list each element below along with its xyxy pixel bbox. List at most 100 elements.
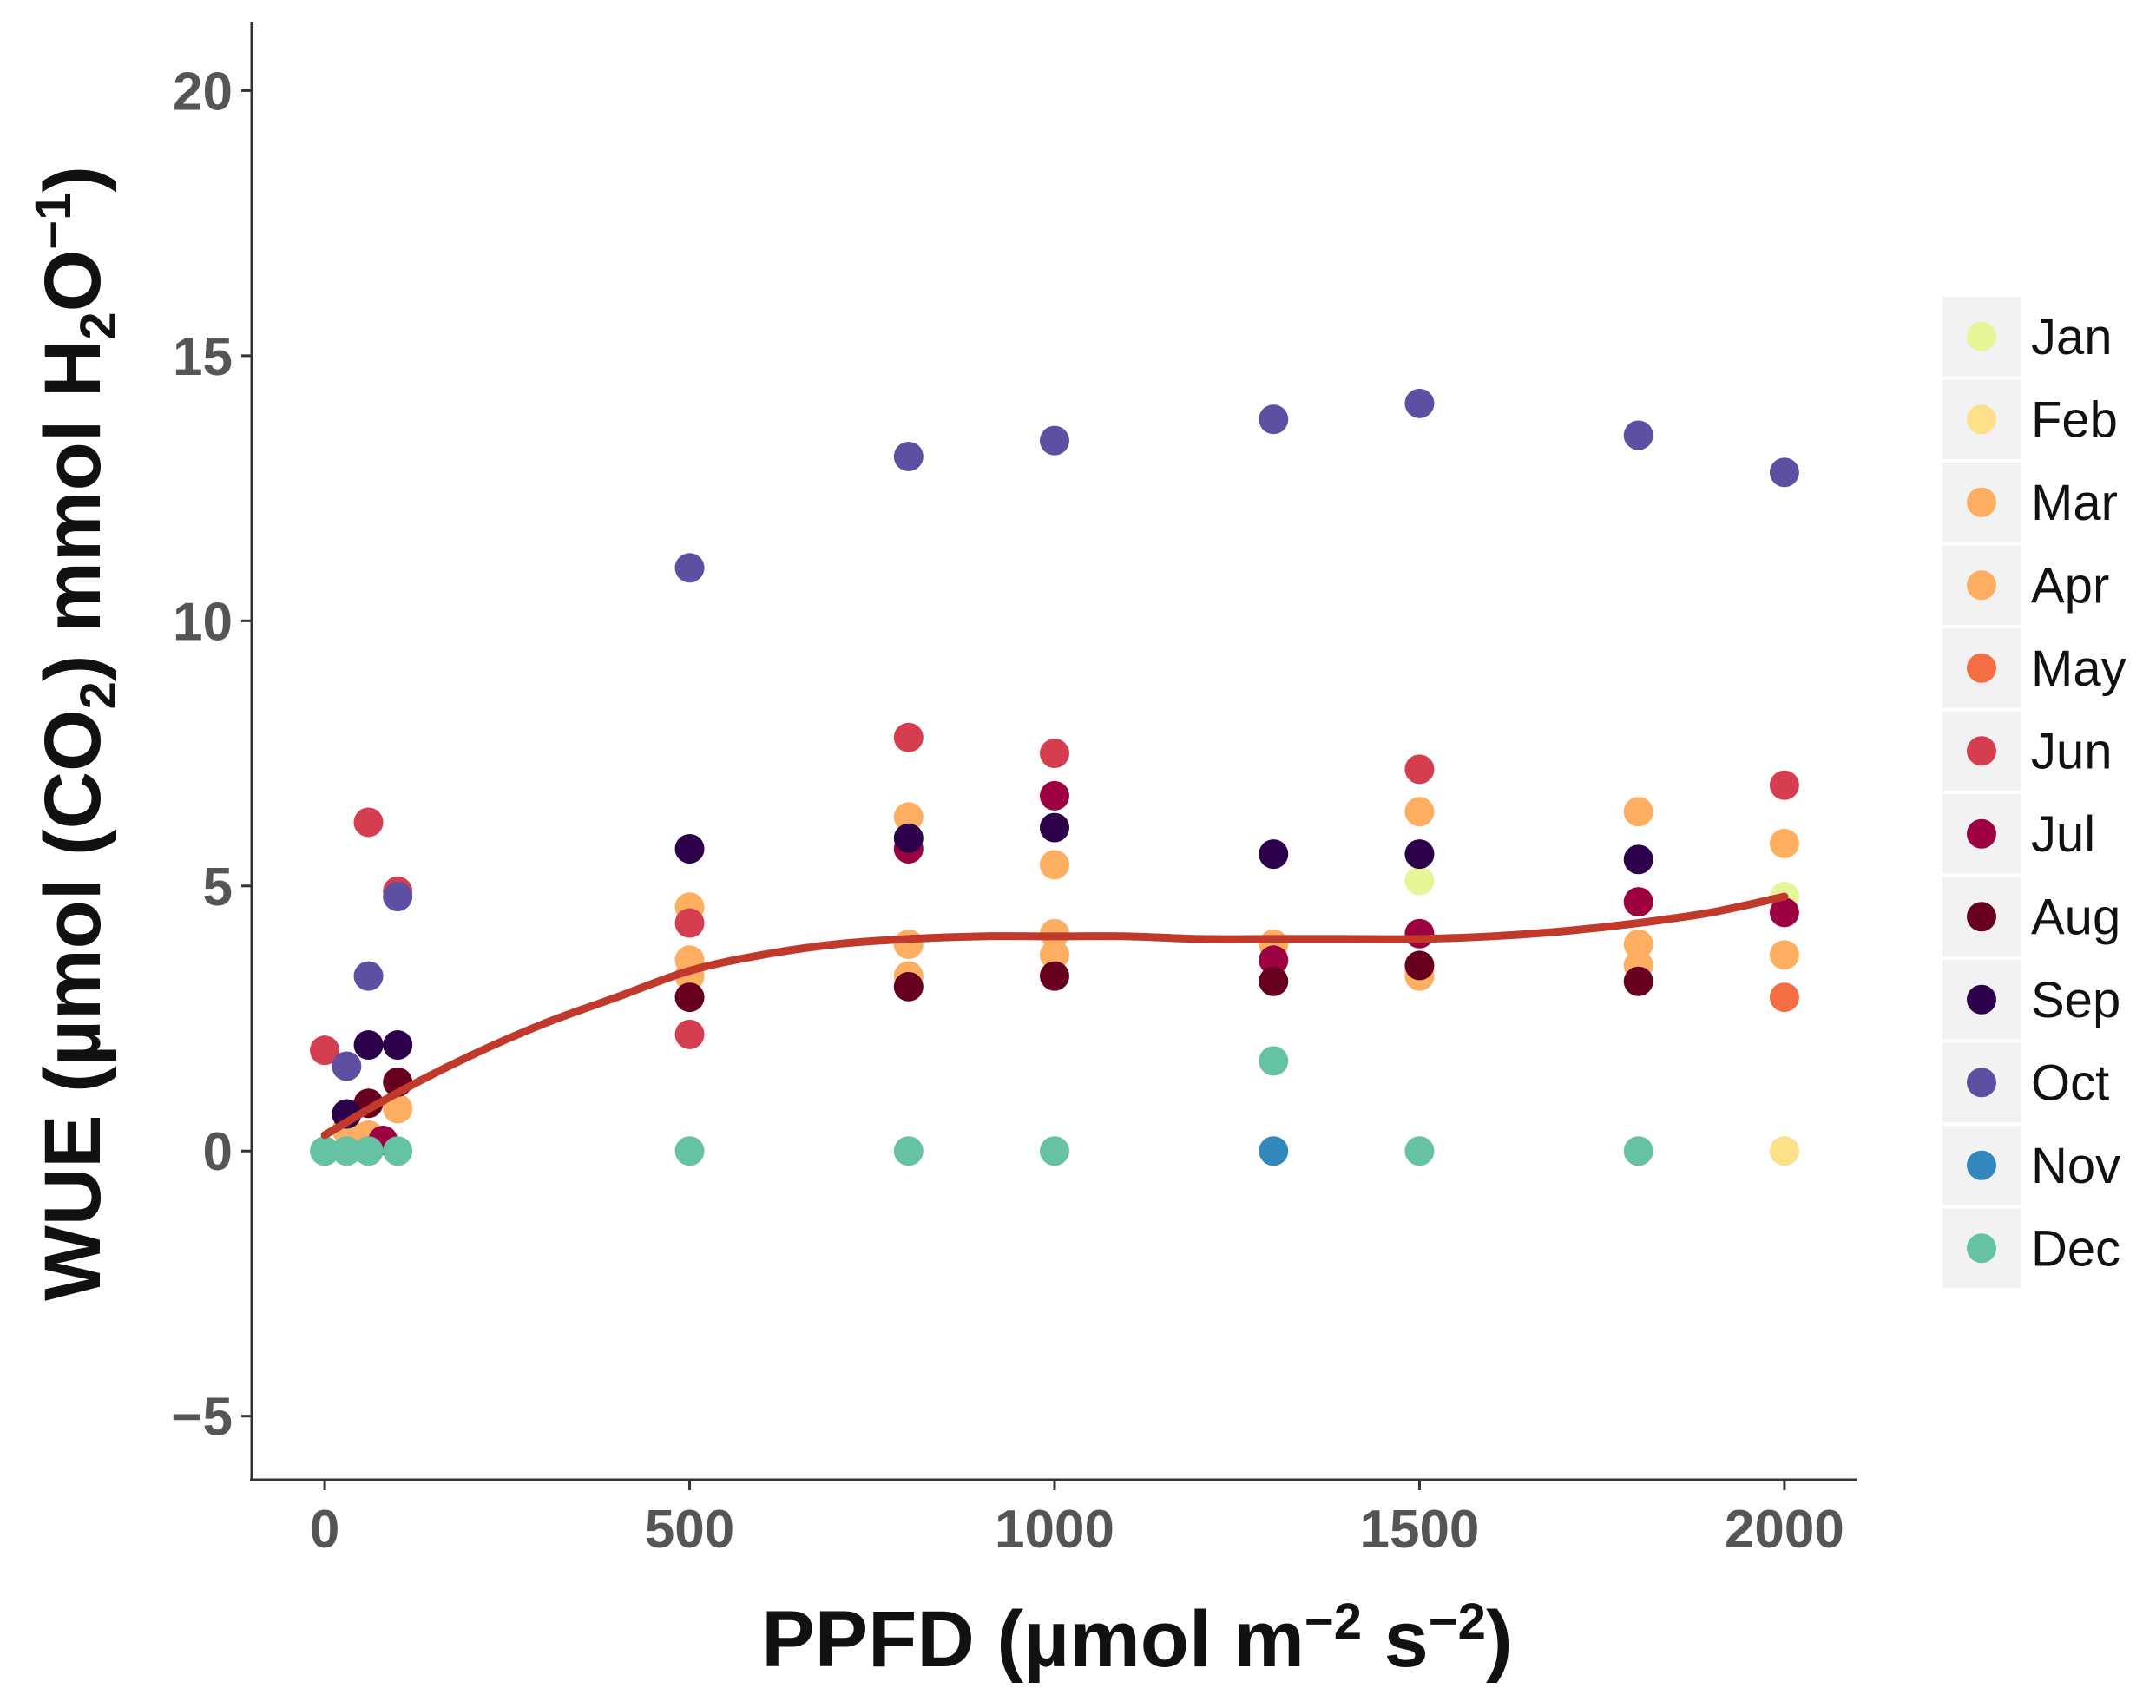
point-mar — [893, 929, 924, 959]
point-aug — [1040, 961, 1069, 991]
point-oct — [1259, 404, 1289, 435]
point-jun — [1404, 754, 1435, 785]
x-tick-label: 1500 — [1359, 1500, 1479, 1560]
point-nov — [1259, 1136, 1289, 1166]
point-oct — [1769, 457, 1799, 488]
point-oct — [674, 553, 705, 583]
point-dec — [674, 1136, 705, 1166]
x-title-main: PPFD (µmol m — [761, 1595, 1305, 1684]
legend-swatch-mar — [1967, 487, 1996, 517]
legend: Jan Feb Mar Apr May Jun Jul Aug Sep Oct Nov Dec — [1942, 297, 2126, 1288]
point-mar — [1769, 828, 1799, 858]
point-mar — [893, 802, 924, 832]
point-apr — [1040, 940, 1069, 970]
legend-label-oct: Oct — [2031, 1054, 2109, 1111]
point-jun — [310, 1035, 340, 1066]
x-tick-label: 500 — [645, 1500, 734, 1560]
point-oct — [332, 1051, 362, 1081]
plot-area — [310, 388, 1799, 1166]
point-jun — [1040, 739, 1069, 769]
y-axis-title: WUE (µmol (CO2) mmol H2O−1) — [25, 166, 127, 1301]
point-aug — [1259, 966, 1289, 996]
point-oct — [893, 441, 924, 471]
legend-swatch-oct — [1967, 1068, 1996, 1098]
legend-label-mar: Mar — [2031, 475, 2118, 531]
point-mar — [1040, 850, 1069, 880]
point-aug — [674, 982, 705, 1013]
y-title-sub1: 2 — [70, 681, 127, 709]
point-dec — [310, 1136, 340, 1166]
point-sep — [353, 1030, 384, 1061]
point-aug — [1623, 966, 1653, 996]
point-feb — [1769, 1136, 1799, 1166]
x-tick-label: 1000 — [995, 1500, 1114, 1560]
legend-label-dec: Dec — [2031, 1220, 2120, 1277]
point-sep — [1404, 839, 1435, 870]
point-jul — [1769, 897, 1799, 928]
x-title-mid: s — [1362, 1595, 1429, 1684]
point-sep — [1259, 839, 1289, 870]
point-jul — [1259, 945, 1289, 976]
point-oct — [1404, 388, 1435, 418]
point-mar — [1623, 929, 1653, 959]
legend-swatch-feb — [1967, 404, 1996, 435]
point-dec — [1040, 1136, 1069, 1166]
point-dec — [353, 1136, 384, 1166]
point-jan — [1404, 865, 1435, 896]
point-oct — [1040, 425, 1069, 456]
y-title-sub2: 2 — [70, 312, 127, 339]
legend-swatch-jan — [1967, 321, 1996, 351]
point-sep — [383, 1030, 413, 1061]
legend-swatch-may — [1967, 653, 1996, 683]
legend-label-aug: Aug — [2031, 889, 2120, 945]
y-tick-label: 20 — [173, 62, 233, 122]
x-tick-label: 0 — [310, 1500, 339, 1560]
point-mar — [1404, 797, 1435, 827]
y-tick-label: 15 — [173, 327, 233, 387]
point-jul — [1404, 918, 1435, 949]
y-tick-label: 0 — [203, 1122, 233, 1182]
point-oct — [1623, 420, 1653, 450]
x-title-sup2: −2 — [1429, 1593, 1486, 1650]
point-jun — [674, 908, 705, 938]
legend-label-jun: Jun — [2031, 723, 2113, 779]
legend-swatch-jun — [1967, 736, 1996, 766]
point-jun — [674, 1019, 705, 1049]
point-jul — [1623, 887, 1653, 917]
y-tick-label: −5 — [171, 1388, 233, 1448]
legend-swatch-nov — [1967, 1150, 1996, 1180]
point-jun — [1769, 770, 1799, 800]
y-title-p1: WUE (µmol (CO — [29, 709, 117, 1301]
y-tick-label: 10 — [173, 592, 233, 652]
point-dec — [893, 1136, 924, 1166]
point-sep — [1040, 812, 1069, 843]
point-dec — [383, 1136, 413, 1166]
y-tick-label: 5 — [203, 857, 233, 917]
fit-line — [320, 892, 1789, 1140]
x-title-sup1: −2 — [1305, 1593, 1362, 1650]
point-dec — [1404, 1136, 1435, 1166]
point-aug — [893, 971, 924, 1002]
point-oct — [383, 882, 413, 911]
legend-label-sep: Sep — [2031, 972, 2120, 1028]
legend-swatch-apr — [1967, 570, 1996, 601]
point-dec — [332, 1136, 362, 1166]
legend-label-nov: Nov — [2031, 1138, 2120, 1194]
point-may — [1769, 982, 1799, 1013]
legend-label-may: May — [2031, 640, 2126, 697]
point-dec — [1623, 1136, 1653, 1166]
legend-swatch-sep — [1967, 984, 1996, 1015]
point-jun — [893, 722, 924, 752]
y-title-sup: −1 — [25, 193, 82, 250]
legend-label-feb: Feb — [2031, 391, 2118, 448]
x-title-end: ) — [1486, 1595, 1513, 1684]
legend-label-jan: Jan — [2031, 309, 2113, 365]
point-mar — [1769, 940, 1799, 970]
legend-label-jul: Jul — [2031, 806, 2095, 863]
point-jul — [1040, 780, 1069, 811]
point-aug — [1404, 950, 1435, 981]
point-sep — [1623, 844, 1653, 875]
x-tick-label: 2000 — [1725, 1500, 1844, 1560]
point-sep — [674, 834, 705, 864]
